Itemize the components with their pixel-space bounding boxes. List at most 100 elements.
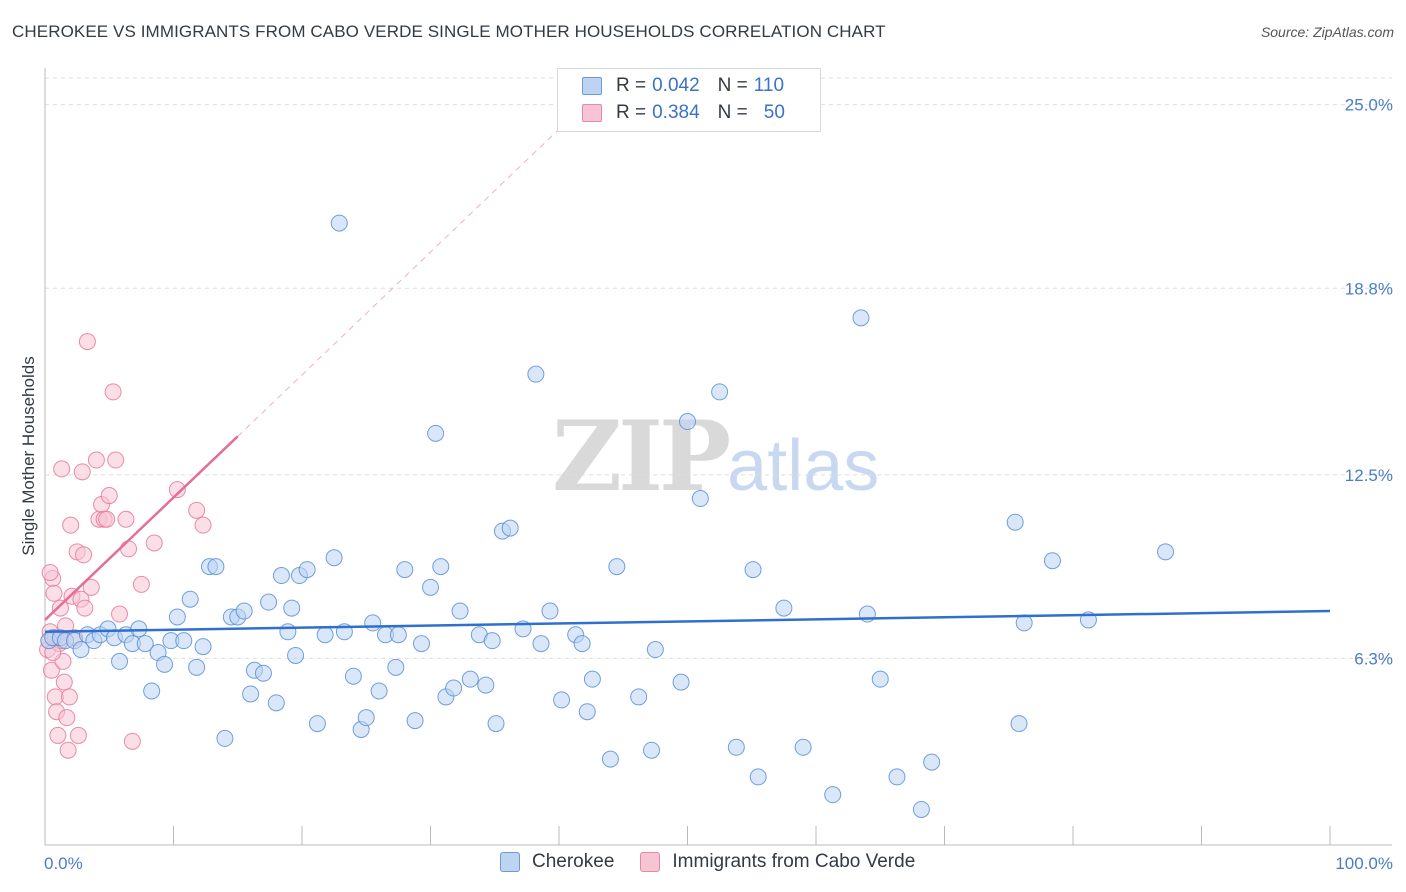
cherokee-point [260, 593, 278, 611]
cabo-verde-point [59, 741, 77, 759]
cherokee-point [775, 599, 793, 617]
cherokee-point [477, 676, 495, 694]
x-tick-label: 100.0% [1335, 854, 1393, 873]
cherokee-point [194, 638, 212, 656]
cherokee-point [130, 620, 148, 638]
cherokee-point [679, 413, 696, 431]
r-value: 0.384 [652, 102, 700, 123]
cherokee-point [330, 214, 348, 232]
cherokee-point [242, 685, 260, 703]
cherokee-point [501, 519, 519, 537]
cherokee-point [283, 599, 301, 617]
cherokee-swatch [500, 852, 520, 872]
cherokee-point [72, 641, 90, 659]
n-value: 50 [763, 102, 785, 123]
x-tick-label: 0.0% [44, 854, 83, 873]
cherokee-point [370, 682, 388, 700]
cherokee-point [532, 635, 550, 653]
cherokee-point [308, 715, 326, 733]
n-label: N = [717, 102, 748, 123]
cherokee-point [583, 670, 601, 688]
cherokee-point [445, 679, 463, 697]
cabo-verde-point [58, 709, 76, 727]
legend-item-cherokee[interactable]: Cherokee [500, 851, 614, 873]
cabo-verde-trend-line [44, 435, 239, 621]
legend-row-cherokee: R = 0.042 N = 110 [582, 73, 784, 99]
cherokee-point [207, 558, 225, 576]
cabo-verde-point [145, 534, 163, 552]
cabo-verde-point [45, 584, 63, 602]
cabo-verde-point [41, 564, 59, 582]
chart-title: CHEROKEE VS IMMIGRANTS FROM CABO VERDE S… [12, 22, 886, 41]
trend-lines [44, 104, 1331, 634]
cherokee-point [1157, 543, 1175, 561]
cabo-verde-point [76, 599, 94, 617]
cabo-verde-point [104, 383, 122, 401]
cabo-verde-point [188, 501, 206, 519]
cabo-verde-point [49, 726, 67, 744]
cherokee-point [396, 561, 414, 579]
cabo-verde-point [132, 575, 150, 593]
cherokee-point [1043, 552, 1061, 570]
cabo-verde-point [120, 540, 138, 558]
cabo-verde-point [82, 578, 100, 596]
data-points [39, 214, 1175, 818]
cabo-verde-point [87, 451, 105, 469]
cherokee-point [298, 561, 316, 579]
cabo-verde-point [62, 516, 80, 534]
cherokee-point [344, 667, 362, 685]
cherokee-point [553, 691, 571, 709]
cabo-verde-trend-extension [237, 104, 586, 437]
legend-label: Immigrants from Cabo Verde [672, 851, 916, 872]
cabo-verde-point [78, 333, 96, 351]
cherokee-point [357, 709, 375, 727]
cherokee-point [216, 729, 234, 747]
cherokee-point [541, 602, 559, 620]
cabo-verde-point [46, 688, 64, 706]
cherokee-point [364, 614, 382, 632]
cherokee-point [432, 558, 450, 576]
cherokee-point [672, 673, 690, 691]
cherokee-point [235, 602, 253, 620]
cabo-verde-point [98, 510, 116, 528]
cabo-verde-point [123, 732, 141, 750]
cabo-verde-swatch [640, 852, 661, 872]
cherokee-point [316, 626, 334, 644]
r-label: R = [616, 102, 647, 123]
r-label: R = [616, 75, 647, 96]
cherokee-point [413, 635, 431, 653]
cherokee-point [578, 703, 596, 721]
cherokee-point [727, 738, 745, 756]
cabo-verde-point [55, 673, 73, 691]
cherokee-point [287, 646, 305, 664]
cherokee-point [254, 664, 272, 682]
correlation-legend: R = 0.042 N = 110 R = 0.384 N = 50 [557, 68, 821, 132]
y-tick-label: 25.0% [1345, 96, 1393, 115]
y-tick-label: 18.8% [1345, 279, 1393, 298]
legend-row-cabo-verde: R = 0.384 N = 50 [582, 100, 785, 126]
legend-label: Cherokee [532, 851, 615, 872]
cherokee-point [711, 383, 729, 401]
cherokee-point [461, 670, 479, 688]
gridlines [45, 77, 1392, 659]
cherokee-point [389, 626, 407, 644]
n-label: N = [717, 75, 748, 96]
cherokee-point [527, 365, 545, 383]
cherokee-point [744, 561, 762, 579]
cabo-verde-point [73, 463, 91, 481]
cherokee-point [630, 688, 648, 706]
cabo-verde-point [117, 510, 135, 528]
cherokee-trend-line [44, 609, 1331, 634]
cabo-verde-point [75, 546, 93, 564]
cherokee-point [267, 694, 285, 712]
cherokee-point [387, 658, 405, 676]
cabo-verde-point [111, 605, 129, 623]
cherokee-point [923, 753, 941, 771]
cabo-verde-point [100, 487, 118, 505]
legend-item-cabo-verde[interactable]: Immigrants from Cabo Verde [640, 851, 915, 873]
series-legend: Cherokee Immigrants from Cabo Verde [500, 851, 941, 873]
cherokee-point [852, 309, 870, 327]
cabo-verde-point [60, 688, 78, 706]
cabo-verde-point [69, 726, 87, 744]
